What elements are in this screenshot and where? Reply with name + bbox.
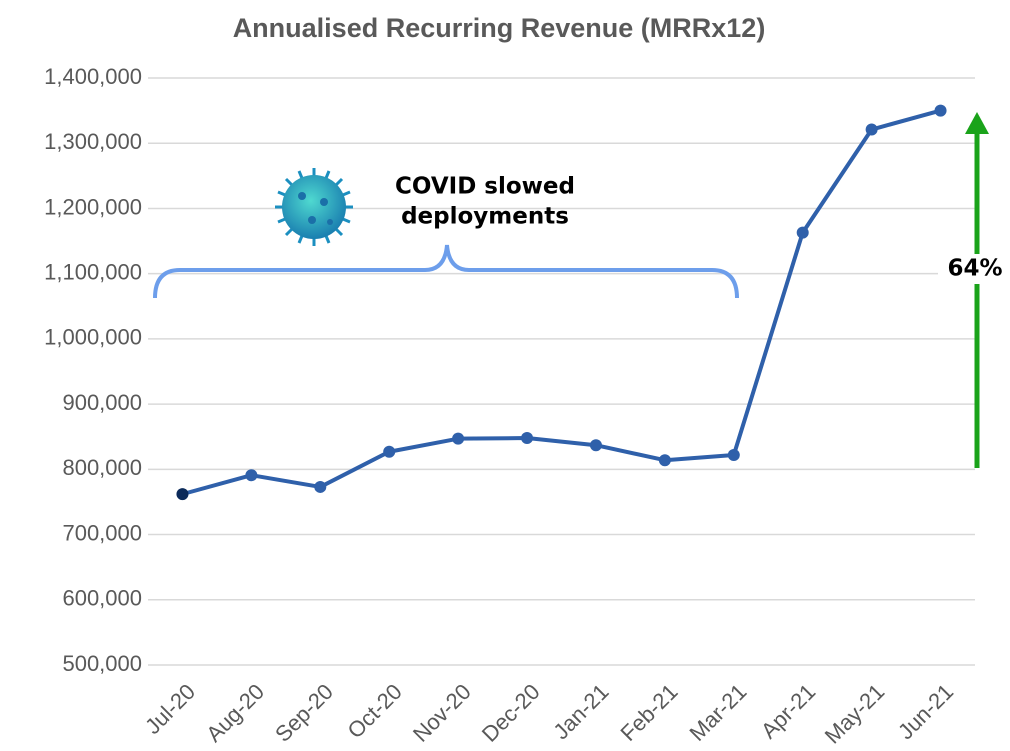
virus-icon [275, 168, 353, 246]
x-tick-label: Jun-21 [893, 679, 958, 744]
y-tick-label: 800,000 [62, 455, 142, 480]
x-tick-label: Aug-20 [201, 679, 269, 747]
chart: Annualised Recurring Revenue (MRRx12) CO… [0, 0, 1010, 751]
data-point [176, 488, 188, 500]
x-tick-label: Jul-20 [140, 679, 200, 739]
data-point [521, 432, 533, 444]
y-tick-label: 600,000 [62, 586, 142, 611]
x-tick-label: Apr-21 [756, 679, 820, 743]
y-tick-label: 1,100,000 [44, 259, 142, 284]
x-tick-label: May-21 [820, 679, 890, 749]
x-tick-label: Feb-21 [616, 679, 683, 746]
data-point [590, 439, 602, 451]
data-line [182, 111, 940, 495]
x-tick-label: Mar-21 [684, 679, 751, 746]
arrow-head [965, 112, 989, 134]
grid [148, 78, 975, 665]
x-tick-label: Jan-21 [548, 679, 613, 744]
data-point [797, 227, 809, 239]
chart-title: Annualised Recurring Revenue (MRRx12) [233, 13, 766, 43]
data-point [659, 454, 671, 466]
data-point [935, 105, 947, 117]
change-label: 64% [947, 256, 1002, 282]
x-tick-label: Nov-20 [408, 679, 476, 747]
data-point [452, 433, 464, 445]
y-tick-label: 900,000 [62, 390, 142, 415]
data-point [314, 481, 326, 493]
brace [155, 245, 737, 298]
annotation: deployments [401, 204, 569, 230]
y-tick-label: 1,400,000 [44, 64, 142, 89]
x-tick-label: Dec-20 [477, 679, 545, 747]
data-point [728, 449, 740, 461]
y-tick-label: 700,000 [62, 520, 142, 545]
x-tick-label: Oct-20 [342, 679, 406, 743]
data-point [866, 124, 878, 136]
y-tick-label: 1,200,000 [44, 194, 142, 219]
data-point [245, 469, 257, 481]
y-tick-label: 500,000 [62, 651, 142, 676]
y-tick-label: 1,300,000 [44, 129, 142, 154]
data-point [383, 446, 395, 458]
annotation: COVID slowed [395, 174, 575, 200]
y-tick-label: 1,000,000 [44, 325, 142, 350]
x-tick-label: Sep-20 [270, 679, 338, 747]
